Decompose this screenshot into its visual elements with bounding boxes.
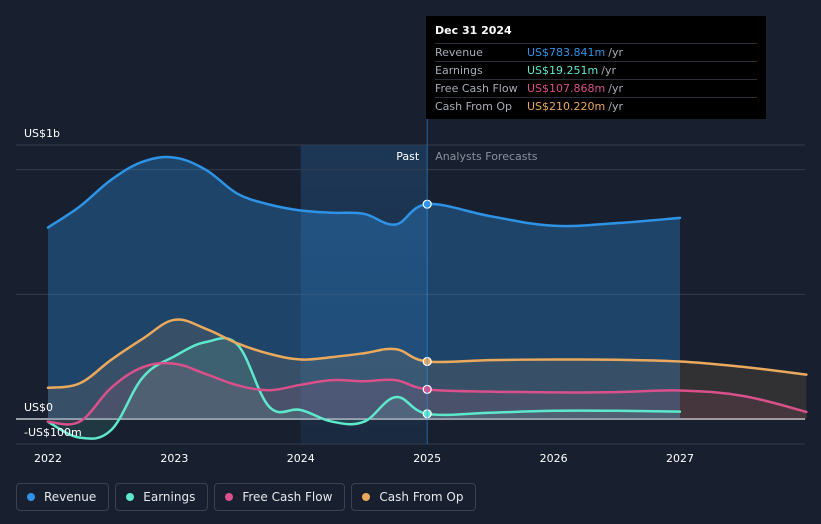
- revenue-line: [46, 155, 682, 229]
- free-cash-flow-line: [46, 361, 808, 426]
- y-label-neg: -US$100m: [24, 426, 82, 439]
- tooltip-date: Dec 31 2024: [435, 24, 512, 37]
- tooltip-row: Free Cash Flow US$107.868m /yr: [435, 79, 757, 97]
- tooltip-unit: /yr: [608, 46, 623, 59]
- gridlines: [16, 144, 805, 445]
- legend-label: Cash From Op: [379, 490, 464, 504]
- legend-item-revenue[interactable]: Revenue: [16, 483, 110, 511]
- series-lines: [46, 155, 808, 440]
- y-label-zero: US$0: [24, 401, 53, 414]
- tooltip-row: Earnings US$19.251m /yr: [435, 61, 757, 79]
- tooltip-row: Cash From Op US$210.220m /yr: [435, 97, 757, 115]
- tooltip-value-earnings: US$19.251m: [527, 64, 599, 77]
- tooltip-value-revenue: US$783.841m: [527, 46, 606, 59]
- tooltip-label: Cash From Op: [435, 100, 513, 113]
- tooltip-value-free-cash-flow: US$107.868m: [527, 82, 606, 95]
- tooltip: Dec 31 2024 Revenue US$783.841m /yr Earn…: [426, 16, 766, 119]
- tooltip-unit: /yr: [608, 100, 623, 113]
- x-axis-ticks: 2022 2023 2024 2025 2026 2027: [34, 452, 694, 465]
- cash-from-op-line: [46, 318, 808, 390]
- legend: Revenue Earnings Free Cash Flow Cash Fro…: [16, 483, 477, 511]
- legend-label: Earnings: [143, 490, 196, 504]
- past-label: Past: [396, 150, 420, 163]
- tooltip-row: Revenue US$783.841m /yr: [435, 43, 757, 61]
- tooltip-unit: /yr: [608, 82, 623, 95]
- free-cash-flow-dot-icon: [225, 493, 234, 501]
- x-tick-label: 2026: [540, 452, 568, 465]
- forecast-label: Analysts Forecasts: [435, 150, 538, 163]
- x-tick-label: 2022: [34, 452, 62, 465]
- x-tick-label: 2027: [666, 452, 694, 465]
- x-tick-label: 2024: [287, 452, 315, 465]
- legend-item-free-cash-flow[interactable]: Free Cash Flow: [214, 483, 346, 511]
- earnings-line: [46, 336, 682, 440]
- tooltip-label: Free Cash Flow: [435, 82, 518, 95]
- earnings-area: [48, 338, 680, 439]
- x-tick-label: 2023: [160, 452, 188, 465]
- x-tick-label: 2025: [413, 452, 441, 465]
- cash-from-op-dot-icon: [362, 493, 371, 501]
- legend-item-cash-from-op[interactable]: Cash From Op: [351, 483, 477, 511]
- tooltip-value-cash-from-op: US$210.220m: [527, 100, 606, 113]
- legend-label: Free Cash Flow: [242, 490, 333, 504]
- earnings-dot-icon: [126, 493, 135, 501]
- revenue-dot-icon: [27, 493, 35, 501]
- legend-item-earnings[interactable]: Earnings: [115, 483, 209, 511]
- tooltip-unit: /yr: [601, 64, 616, 77]
- y-label-top: US$1b: [24, 127, 60, 140]
- tooltip-label: Earnings: [435, 64, 483, 77]
- tooltip-label: Revenue: [435, 46, 483, 59]
- legend-label: Revenue: [44, 490, 97, 504]
